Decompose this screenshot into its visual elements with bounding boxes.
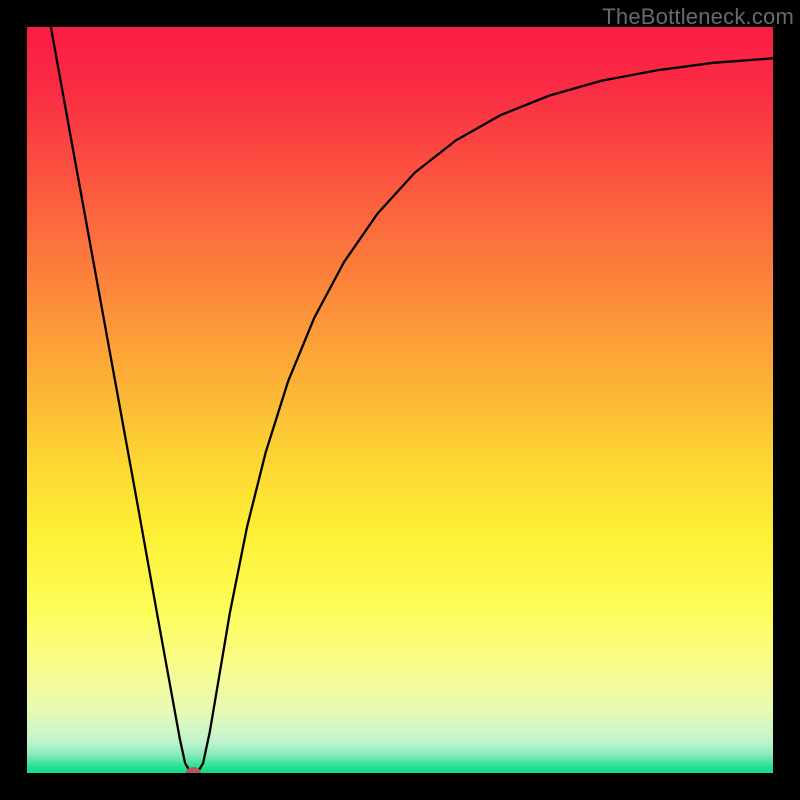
watermark-text: TheBottleneck.com [602,4,794,30]
plot-background [27,27,773,773]
chart-container: TheBottleneck.com [0,0,800,800]
bottleneck-chart [27,27,773,773]
